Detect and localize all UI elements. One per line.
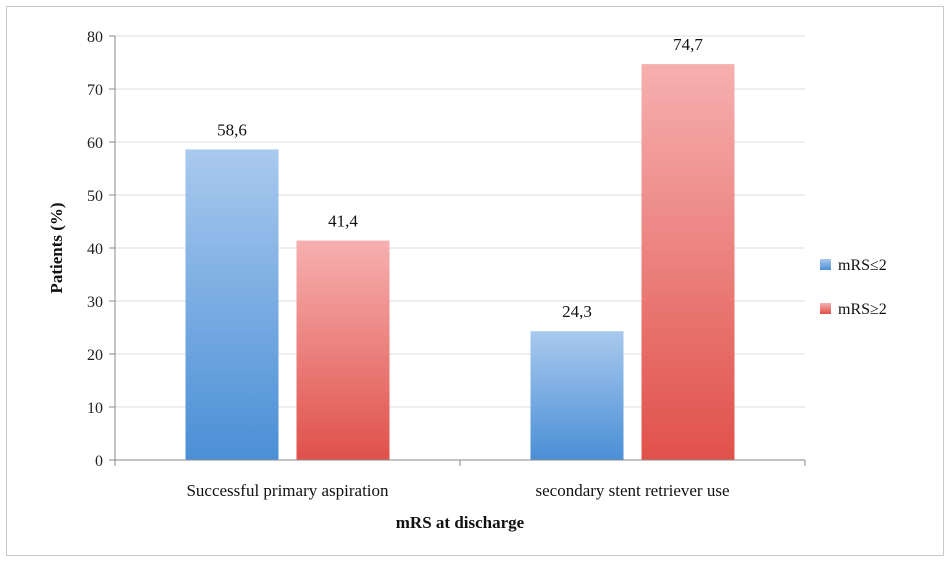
legend-label: mRS≥2 bbox=[838, 301, 887, 318]
legend-label: mRS≤2 bbox=[838, 257, 887, 274]
legend-swatch bbox=[820, 303, 831, 314]
y-tick-label: 80 bbox=[87, 29, 103, 46]
bar-mrs-le-2-1 bbox=[185, 149, 279, 461]
bars bbox=[185, 64, 735, 461]
data-label: 41,4 bbox=[328, 212, 358, 231]
y-tick-label: 50 bbox=[87, 188, 103, 205]
bar-mrs-ge-2-1 bbox=[296, 240, 390, 460]
x-axis-title: mRS at discharge bbox=[396, 513, 525, 532]
data-label: 24,3 bbox=[562, 302, 592, 321]
chart-frame bbox=[6, 6, 944, 556]
legend: mRS≤2 mRS≥2 bbox=[820, 257, 887, 318]
y-tick-label: 0 bbox=[95, 453, 103, 470]
category-label: secondary stent retriever use bbox=[536, 481, 730, 500]
y-tick-label: 60 bbox=[87, 135, 103, 152]
axes bbox=[109, 35, 806, 466]
y-axis-title: Patients (%) bbox=[47, 202, 66, 293]
y-tick-label: 20 bbox=[87, 347, 103, 364]
y-tick-label: 30 bbox=[87, 294, 103, 311]
labels: 0 10 20 30 40 50 60 70 80 58,6 41,4 Successful prim… bbox=[87, 29, 730, 500]
bar-mrs-le-2-2 bbox=[530, 331, 624, 460]
y-tick-label: 70 bbox=[87, 82, 103, 99]
y-tick-label: 40 bbox=[87, 241, 103, 258]
y-tick-label: 10 bbox=[87, 400, 103, 417]
data-label: 58,6 bbox=[217, 120, 247, 139]
category-label: Successful primary aspiration bbox=[186, 481, 389, 500]
legend-swatch bbox=[820, 259, 831, 270]
bar-mrs-ge-2-2 bbox=[641, 64, 735, 460]
data-label: 74,7 bbox=[673, 35, 703, 54]
